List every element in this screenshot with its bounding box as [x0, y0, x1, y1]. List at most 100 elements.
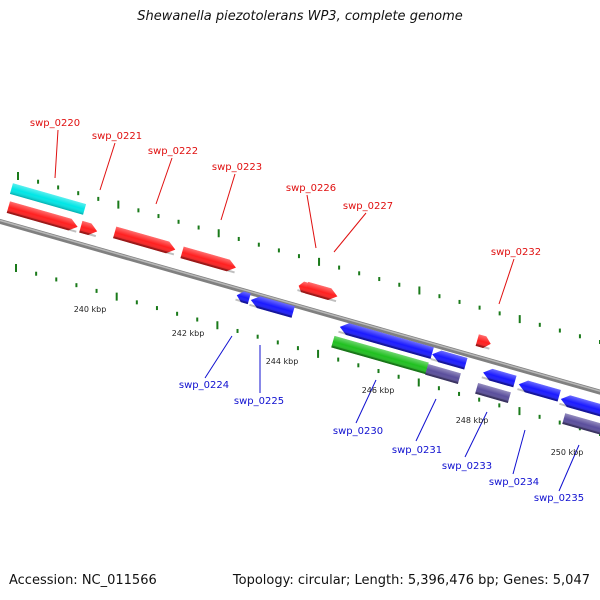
gene-label-swp-0227[interactable]: swp_0227	[343, 201, 393, 212]
topology-text: Topology: circular; Length: 5,396,476 bp…	[232, 573, 590, 588]
gene-swp-0231[interactable]	[430, 348, 468, 370]
major-tick	[17, 172, 19, 180]
major-tick	[518, 407, 521, 416]
minor-tick	[357, 363, 360, 368]
minor-tick	[37, 179, 40, 184]
gene-label-swp-0225[interactable]: swp_0225	[234, 396, 284, 407]
minor-tick	[558, 328, 561, 333]
gene-label-swp-0234[interactable]: swp_0234	[489, 477, 539, 488]
scale-label: 244 kbp	[266, 357, 299, 366]
minor-tick	[438, 294, 441, 299]
gene-swp-0227[interactable]	[304, 281, 339, 303]
minor-tick	[358, 271, 361, 276]
minor-tick	[97, 196, 100, 201]
leader-line	[155, 157, 173, 205]
gene-label-swp-0222[interactable]: swp_0222	[148, 146, 198, 157]
gene-label-swp-0232[interactable]: swp_0232	[491, 247, 541, 258]
leader-line	[220, 173, 236, 221]
gene-label-swp-0220[interactable]: swp_0220	[30, 118, 80, 129]
gene-label-swp-0230[interactable]: swp_0230	[333, 426, 383, 437]
minor-tick	[338, 265, 341, 270]
minor-tick	[296, 346, 299, 351]
minor-tick	[196, 317, 199, 322]
minor-tick	[458, 299, 461, 304]
scale-label: 250 kbp	[551, 448, 584, 457]
minor-tick	[498, 311, 501, 316]
gene-swp-0224[interactable]	[235, 290, 251, 305]
gene-swp-0220[interactable]	[6, 201, 80, 233]
minor-tick	[498, 403, 501, 408]
minor-tick	[378, 277, 381, 282]
pseudo-feature-a[interactable]	[425, 364, 461, 384]
minor-tick	[558, 420, 561, 425]
minor-tick	[95, 288, 98, 293]
gene-label-swp-0235[interactable]: swp_0235	[534, 493, 584, 504]
minor-tick	[276, 340, 279, 345]
gene-label-swp-0221[interactable]: swp_0221	[92, 131, 142, 142]
scale-labels: 240 kbp 242 kbp 244 kbp 246 kbp 248 kbp 250 k…	[74, 305, 584, 457]
major-tick	[518, 315, 521, 324]
minor-tick	[55, 277, 58, 282]
label-leaders	[54, 129, 580, 492]
minor-tick	[398, 282, 401, 287]
minor-tick	[35, 271, 38, 276]
gene-label-swp-0231[interactable]: swp_0231	[392, 445, 442, 456]
gene-swp-0223[interactable]	[180, 246, 237, 274]
minor-tick	[176, 311, 179, 316]
tick-marks	[15, 172, 600, 436]
leader-line	[512, 429, 526, 475]
scale-label: 248 kbp	[456, 416, 489, 425]
leader-line	[99, 142, 116, 191]
pseudo-feature-b[interactable]	[475, 383, 511, 403]
gene-swp-0220-highlight[interactable]	[9, 183, 87, 215]
minor-tick	[397, 374, 400, 379]
gene-label-swp-0223[interactable]: swp_0223	[212, 162, 262, 173]
minor-tick	[155, 306, 158, 311]
gene-swp-0235[interactable]	[559, 393, 600, 417]
leader-line	[204, 335, 233, 379]
gene-label-swp-0224[interactable]: swp_0224	[179, 380, 229, 391]
leader-line	[54, 129, 59, 179]
gene-swp-0234[interactable]	[517, 378, 561, 402]
genome-backbone	[0, 218, 600, 395]
gene-swp-0222[interactable]	[113, 226, 177, 256]
backbone-highlight	[0, 219, 600, 392]
gene-swp-0226[interactable]	[297, 280, 309, 294]
minor-tick	[538, 414, 541, 419]
gene-swp-0232[interactable]	[475, 334, 493, 350]
gene-swp-0225[interactable]	[249, 294, 295, 318]
minor-tick	[478, 305, 481, 310]
minor-tick	[177, 219, 180, 224]
gene-swp-0221[interactable]	[79, 220, 99, 238]
minor-tick	[256, 334, 259, 339]
major-tick	[15, 264, 17, 272]
gene-label-swp-0226[interactable]: swp_0226	[286, 183, 336, 194]
scale-label: 240 kbp	[74, 305, 107, 314]
gene-labels: swp_0220 swp_0221 swp_0222 swp_0223 swp_0226…	[30, 118, 584, 504]
scale-label: 242 kbp	[172, 329, 205, 338]
leader-line	[333, 212, 367, 253]
minor-tick	[257, 242, 260, 247]
gene-swp-0233[interactable]	[481, 367, 517, 388]
minor-tick	[197, 225, 200, 230]
minor-tick	[538, 322, 541, 327]
minor-tick	[77, 191, 80, 196]
pseudo-feature-c[interactable]	[562, 413, 600, 435]
leader-line	[306, 194, 317, 249]
backbone-line	[0, 218, 600, 395]
gene-swp-0230[interactable]	[338, 321, 434, 359]
minor-tick	[297, 254, 300, 259]
minor-tick	[75, 283, 78, 288]
genome-title: Shewanella piezotolerans WP3, complete g…	[137, 9, 463, 24]
minor-tick	[157, 214, 160, 219]
scale-label: 246 kbp	[362, 386, 395, 395]
minor-tick	[377, 369, 380, 374]
rna-feature[interactable]	[331, 335, 429, 375]
minor-tick	[237, 236, 240, 241]
gene-label-swp-0233[interactable]: swp_0233	[442, 461, 492, 472]
major-tick	[317, 349, 320, 358]
minor-tick	[135, 300, 138, 305]
minor-tick	[337, 357, 340, 362]
major-tick	[318, 257, 321, 266]
